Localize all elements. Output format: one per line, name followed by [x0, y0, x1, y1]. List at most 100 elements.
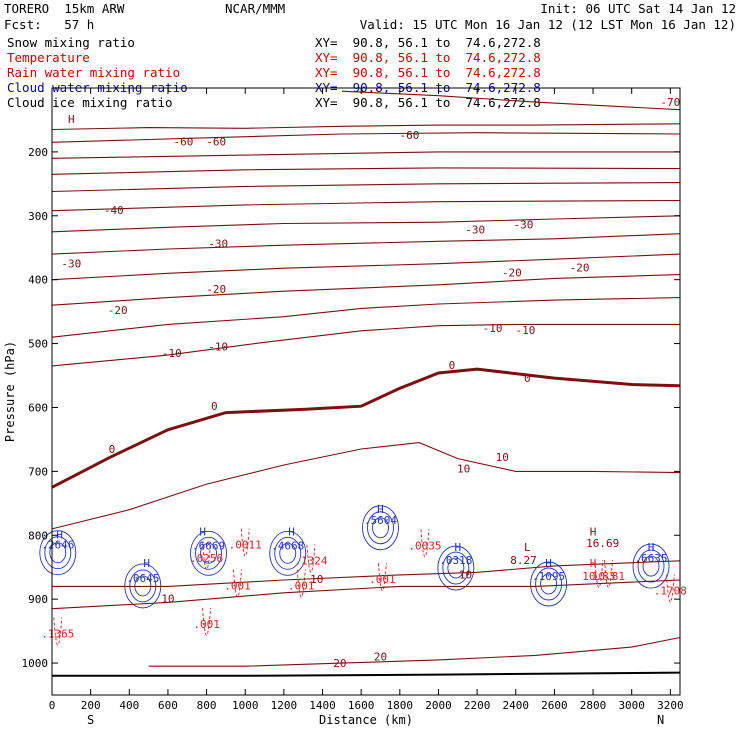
cloud-water-contour	[269, 530, 307, 576]
cloud-water-contour	[367, 511, 394, 545]
y-tick-label: 1000	[22, 657, 49, 670]
contour-label: -30	[465, 224, 485, 237]
surface-line	[52, 671, 681, 677]
legend-label-rain: Rain water mixing ratio	[7, 65, 181, 80]
contour-label: .0035	[408, 539, 441, 552]
y-tick-label: 800	[28, 529, 48, 542]
contour-label: -30	[514, 219, 534, 232]
contour-label: 10	[496, 451, 509, 464]
contour-label: 10	[457, 463, 470, 476]
contour-label: -20	[570, 261, 590, 274]
cloud-water-contour	[279, 542, 297, 564]
contour-label: .0318	[439, 554, 472, 567]
model-name: TORERO 15km ARW	[4, 1, 125, 16]
cloud-water-contour	[437, 545, 475, 591]
contour-label: 0	[109, 443, 116, 456]
rain-contour	[306, 544, 316, 573]
y-tick-label: 200	[28, 146, 48, 159]
extremum-marker: L	[524, 541, 531, 554]
contour-label: 0	[211, 400, 218, 413]
isotherm-20	[148, 636, 681, 667]
legend-xy-rain: XY= 90.8, 56.1 to 74.6,272.8	[315, 65, 541, 80]
contour-label: -20	[206, 283, 226, 296]
extremum-marker: H	[143, 557, 150, 570]
x-tick-label: 400	[119, 699, 139, 712]
contour-label: 20	[333, 657, 346, 670]
contour-label: .6635	[634, 552, 667, 565]
rain-contour	[202, 607, 212, 636]
rain-contour	[665, 574, 675, 603]
start-label: S	[87, 713, 94, 727]
field-contours	[39, 505, 675, 646]
contour-label: 16.69	[586, 537, 619, 550]
contour-label: -60	[206, 136, 226, 149]
extremum-marker: H	[590, 557, 597, 570]
legend-xy-snow: XY= 90.8, 56.1 to 74.6,272.8	[315, 35, 541, 50]
contour-label: .0256	[190, 552, 223, 565]
cloud-water-contour	[44, 536, 72, 570]
rain-contour	[240, 528, 250, 557]
legend-label-cloudwater: Cloud water mixing ratio	[7, 80, 188, 95]
contour-label: .1365	[41, 627, 74, 640]
cloud-water-contour	[190, 530, 227, 576]
isotherm--10	[51, 323, 680, 367]
extremum-marker: H	[199, 525, 206, 538]
y-tick-label: 700	[28, 465, 48, 478]
x-tick-label: 2400	[503, 699, 530, 712]
contour-label: -30	[61, 258, 81, 271]
x-tick-label: 800	[197, 699, 217, 712]
isotherm--30	[51, 233, 681, 255]
cloud-water-contour	[530, 561, 568, 607]
extremum-marker: H	[377, 503, 384, 516]
forecast-hour: Fcst: 57 h	[4, 17, 95, 32]
x-tick-label: 2200	[464, 699, 491, 712]
extremum-marker: H	[56, 528, 63, 541]
contour-label: -10	[483, 322, 503, 335]
cloud-water-contour	[637, 549, 665, 583]
axes: 0 200 400 600 800 1000 1200 1400 1600 1800 2000 220…	[22, 88, 684, 712]
legend-label-temperature: Temperature	[7, 50, 90, 65]
rain-contour	[420, 529, 430, 557]
contour-label: .1324	[294, 555, 327, 568]
plot-frame	[51, 87, 681, 696]
isotherm-10	[52, 560, 681, 587]
extremum-marker: H	[68, 113, 75, 126]
isotherm--60	[51, 123, 681, 131]
contour-label: .001	[369, 573, 396, 586]
contour-label: -10	[515, 324, 535, 337]
x-tick-label: 1200	[271, 699, 298, 712]
x-tick-label: 2000	[425, 699, 452, 712]
contour-label: .001	[193, 618, 220, 631]
isotherm--20	[51, 253, 681, 281]
rain-contour	[296, 569, 306, 598]
x-tick-label: 1000	[232, 699, 259, 712]
x-tick-label: 0	[49, 699, 56, 712]
isotherm-10	[51, 442, 681, 530]
x-tick-label: 200	[81, 699, 101, 712]
end-label: N	[657, 713, 664, 727]
contour-label: .0011	[229, 539, 262, 552]
extremum-marker: H	[454, 541, 461, 554]
y-tick-label: 900	[28, 593, 48, 606]
isotherm-0	[51, 367, 681, 489]
contour-label: 8.27	[510, 554, 537, 567]
contour-label: .5604	[364, 514, 397, 527]
y-tick-label: 600	[28, 401, 48, 414]
x-tick-label: 1800	[387, 699, 414, 712]
isotherm-contours	[51, 90, 681, 667]
contour-label: .2646	[41, 539, 74, 552]
x-tick-label: 3000	[618, 699, 645, 712]
contour-label: 10	[459, 569, 472, 582]
rain-contour	[202, 542, 212, 570]
x-tick-label: 2800	[580, 699, 607, 712]
legend-xy-temperature: XY= 90.8, 56.1 to 74.6,272.8	[315, 50, 541, 65]
contour-label: .001	[288, 580, 315, 593]
cloud-water-contour	[39, 530, 77, 576]
rain-contour	[604, 559, 613, 588]
isotherm--50	[51, 151, 680, 159]
x-tick-label: 1400	[309, 699, 336, 712]
cloud-water-contour	[49, 542, 67, 564]
contour-label: 0	[524, 372, 531, 385]
contour-label: .6669	[192, 539, 225, 552]
